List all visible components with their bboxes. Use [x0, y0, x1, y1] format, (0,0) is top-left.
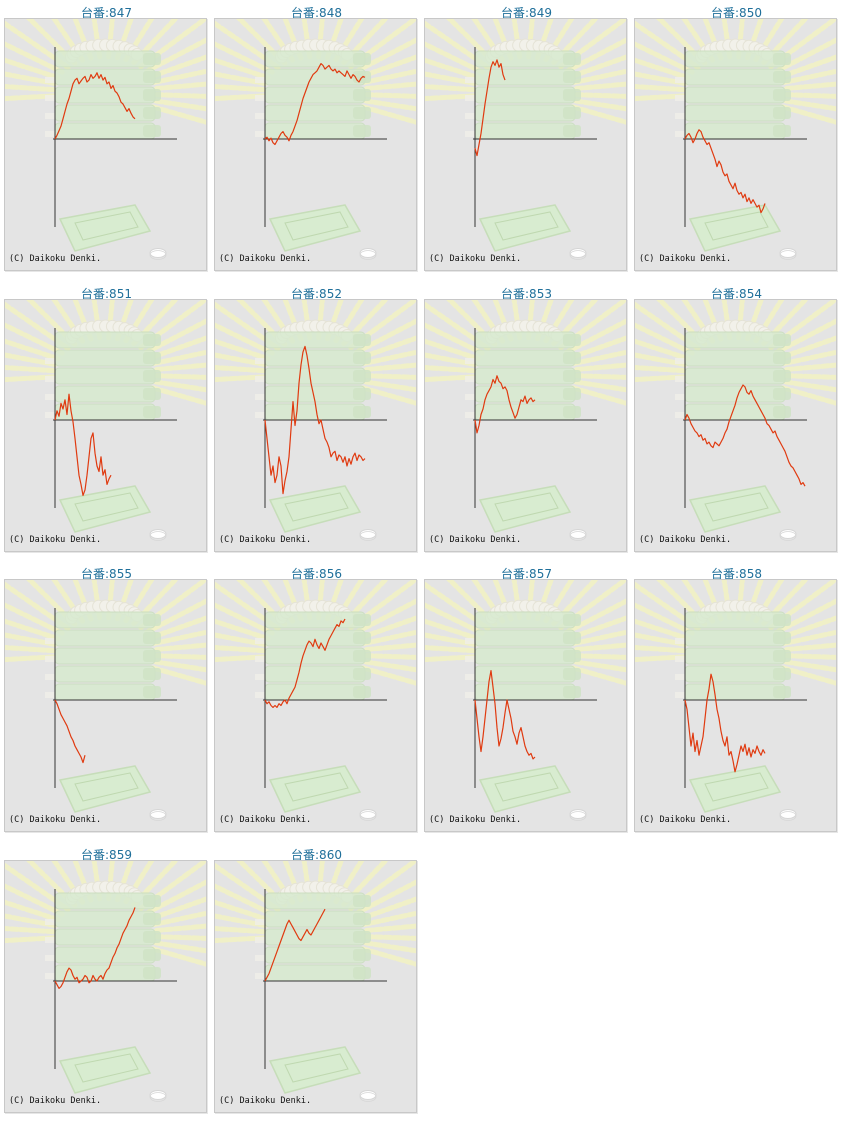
- series-line: [474, 374, 536, 433]
- chart-cell: 台番:860 (C) Daikoku Denki.: [214, 842, 419, 1116]
- chart-cell: 台番:854 (C) Daikoku Denki.: [634, 281, 839, 555]
- chart-cell: 台番:856 (C) Daikoku Denki.: [214, 561, 419, 835]
- chart-cell: 台番:853 (C) Daikoku Denki.: [424, 281, 629, 555]
- chart-title[interactable]: 台番:847: [81, 6, 132, 20]
- copyright-label: (C) Daikoku Denki.: [639, 815, 732, 825]
- copyright-label: (C) Daikoku Denki.: [639, 254, 732, 264]
- chart-frame: (C) Daikoku Denki.: [4, 298, 207, 552]
- copyright-label: (C) Daikoku Denki.: [9, 534, 102, 545]
- chart-svg: [635, 580, 836, 821]
- chart-svg: [635, 19, 836, 260]
- copyright-label: (C) Daikoku Denki.: [9, 1095, 102, 1106]
- chart-svg: [635, 299, 836, 541]
- copyright-label: (C) Daikoku Denki.: [219, 254, 312, 264]
- chart-svg: [215, 860, 416, 1102]
- chart-frame: (C) Daikoku Denki.: [4, 579, 207, 832]
- series-line: [54, 906, 136, 989]
- chart-frame: (C) Daikoku Denki.: [214, 18, 417, 271]
- chart-cell: 台番:850 (C) Daikoku Denki.: [634, 0, 839, 274]
- chart-svg: [215, 580, 416, 821]
- series-line: [684, 129, 766, 214]
- chart-title[interactable]: 台番:853: [501, 286, 552, 301]
- chart-title[interactable]: 台番:848: [291, 6, 342, 20]
- copyright-label: (C) Daikoku Denki.: [429, 815, 522, 825]
- chart-svg: [5, 860, 206, 1102]
- background-art: [5, 19, 206, 260]
- background-art: [5, 580, 206, 821]
- series-line: [684, 383, 806, 486]
- copyright-label: (C) Daikoku Denki.: [219, 534, 312, 545]
- copyright-label: (C) Daikoku Denki.: [429, 254, 522, 264]
- background-art: [425, 580, 626, 821]
- chart-svg: [215, 299, 416, 541]
- chart-title[interactable]: 台番:856: [291, 567, 342, 581]
- series-line: [264, 345, 366, 494]
- chart-title[interactable]: 台番:860: [291, 847, 342, 862]
- chart-frame: (C) Daikoku Denki.: [634, 298, 837, 552]
- series-line: [264, 908, 326, 981]
- chart-cell: 台番:848 (C) Daikoku Denki.: [214, 0, 419, 274]
- chart-svg: [425, 299, 626, 541]
- chart-frame: (C) Daikoku Denki.: [634, 18, 837, 271]
- chart-cell: 台番:852 (C) Daikoku Denki.: [214, 281, 419, 555]
- chart-cell: 台番:859 (C) Daikoku Denki.: [4, 842, 209, 1116]
- chart-frame: (C) Daikoku Denki.: [214, 298, 417, 552]
- background-art: [635, 19, 836, 260]
- chart-cell: 台番:847 (C) Daikoku Denki.: [4, 0, 209, 274]
- background-art: [215, 580, 416, 821]
- background-art: [215, 299, 416, 541]
- chart-title[interactable]: 台番:851: [81, 286, 132, 301]
- series-line: [54, 393, 112, 496]
- background-art: [215, 19, 416, 260]
- chart-cell: 台番:858 (C) Daikoku Denki.: [634, 561, 839, 835]
- background-art: [5, 860, 206, 1102]
- chart-frame: (C) Daikoku Denki.: [4, 18, 207, 271]
- series-line: [684, 673, 766, 773]
- chart-title[interactable]: 台番:859: [81, 847, 132, 862]
- chart-frame: (C) Daikoku Denki.: [424, 579, 627, 832]
- copyright-label: (C) Daikoku Denki.: [429, 534, 522, 545]
- chart-title[interactable]: 台番:854: [711, 286, 762, 301]
- chart-cell: 台番:851 (C) Daikoku Denki.: [4, 281, 209, 555]
- chart-frame: (C) Daikoku Denki.: [4, 859, 207, 1113]
- series-line: [264, 62, 366, 146]
- series-line: [474, 59, 506, 157]
- background-art: [635, 580, 836, 821]
- chart-title[interactable]: 台番:855: [81, 567, 132, 581]
- series-line: [474, 669, 536, 760]
- chart-cell: 台番:855 (C) Daikoku Denki.: [4, 561, 209, 835]
- chart-frame: (C) Daikoku Denki.: [634, 579, 837, 832]
- chart-title[interactable]: 台番:850: [711, 6, 762, 20]
- chart-svg: [215, 19, 416, 260]
- copyright-label: (C) Daikoku Denki.: [639, 534, 732, 545]
- chart-cell: 台番:849 (C) Daikoku Denki.: [424, 0, 629, 274]
- copyright-label: (C) Daikoku Denki.: [219, 815, 312, 825]
- chart-svg: [425, 19, 626, 260]
- copyright-label: (C) Daikoku Denki.: [9, 254, 102, 264]
- copyright-label: (C) Daikoku Denki.: [9, 815, 102, 825]
- copyright-label: (C) Daikoku Denki.: [219, 1095, 312, 1106]
- background-art: [635, 299, 836, 541]
- chart-title[interactable]: 台番:849: [501, 6, 552, 20]
- background-art: [425, 299, 626, 541]
- chart-frame: (C) Daikoku Denki.: [424, 18, 627, 271]
- chart-frame: (C) Daikoku Denki.: [214, 859, 417, 1113]
- chart-cell: 台番:857 (C) Daikoku Denki.: [424, 561, 629, 835]
- chart-title[interactable]: 台番:852: [291, 286, 342, 301]
- series-line: [54, 699, 86, 764]
- chart-svg: [5, 580, 206, 821]
- chart-svg: [5, 299, 206, 541]
- chart-frame: (C) Daikoku Denki.: [214, 579, 417, 832]
- chart-frame: (C) Daikoku Denki.: [424, 298, 627, 552]
- chart-title[interactable]: 台番:857: [501, 567, 552, 581]
- series-line: [264, 618, 346, 709]
- series-line: [54, 72, 136, 140]
- chart-svg: [425, 580, 626, 821]
- background-art: [5, 299, 206, 541]
- chart-title[interactable]: 台番:858: [711, 567, 762, 581]
- chart-svg: [5, 19, 206, 260]
